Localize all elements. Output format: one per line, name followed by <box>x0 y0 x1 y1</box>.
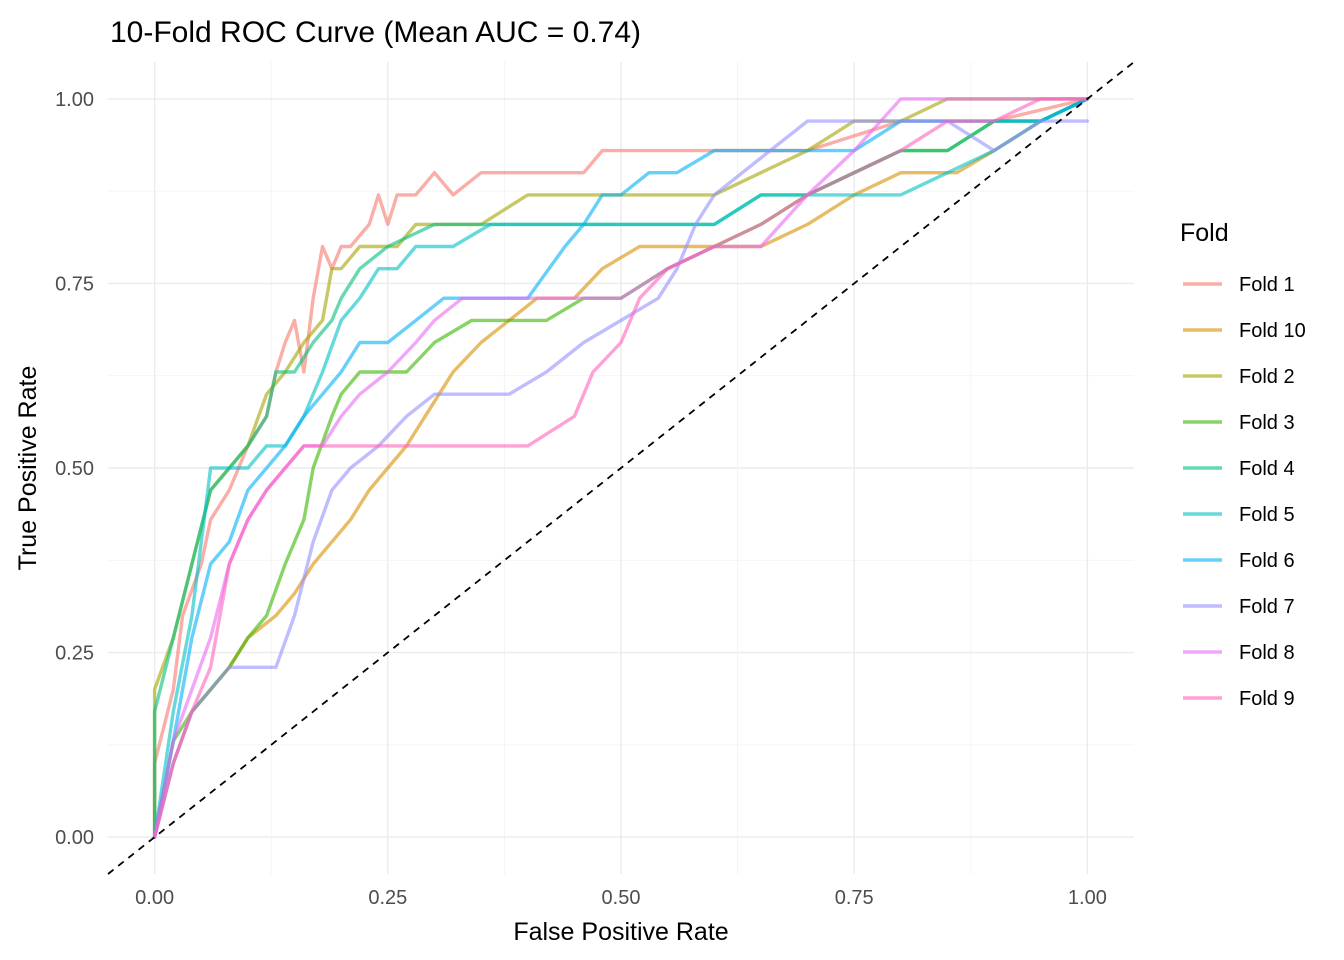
y-axis-ticks: 0.00 0.25 0.50 0.75 1.00 <box>55 89 94 849</box>
legend-label-fold-5: Fold 5 <box>1239 504 1295 526</box>
legend-label-fold-9: Fold 9 <box>1239 688 1295 710</box>
legend-title: Fold <box>1180 219 1229 247</box>
series-layer <box>152 97 1090 839</box>
y-tick-label: 0.00 <box>55 827 94 849</box>
legend-label-fold-7: Fold 7 <box>1239 596 1295 618</box>
series-line-fold-1 <box>152 97 1090 839</box>
x-axis-title: False Positive Rate <box>513 918 728 946</box>
y-tick-label: 0.25 <box>55 643 94 665</box>
legend-label-fold-10: Fold 10 <box>1239 320 1306 342</box>
chart-title: 10-Fold ROC Curve (Mean AUC = 0.74) <box>110 16 641 49</box>
reference-line-layer <box>107 61 1135 875</box>
legend-label-fold-3: Fold 3 <box>1239 412 1295 434</box>
x-tick-label: 0.75 <box>835 887 874 909</box>
x-tick-label: 0.00 <box>135 887 174 909</box>
y-tick-label: 0.75 <box>55 273 94 295</box>
x-axis-ticks: 0.00 0.25 0.50 0.75 1.00 <box>135 887 1107 909</box>
legend-label-fold-1: Fold 1 <box>1239 274 1295 296</box>
legend-label-fold-4: Fold 4 <box>1239 458 1295 480</box>
y-tick-label: 1.00 <box>55 89 94 111</box>
legend-label-fold-2: Fold 2 <box>1239 366 1295 388</box>
y-axis-title: True Positive Rate <box>14 366 42 571</box>
x-tick-label: 0.50 <box>602 887 641 909</box>
legend-label-fold-6: Fold 6 <box>1239 550 1295 572</box>
y-tick-label: 0.50 <box>55 458 94 480</box>
series-line-fold-9 <box>152 97 1090 839</box>
x-tick-label: 0.25 <box>368 887 407 909</box>
series-line-fold-7 <box>152 119 1090 839</box>
series-line-fold-5 <box>152 97 1090 839</box>
x-tick-label: 1.00 <box>1068 887 1107 909</box>
legend: Fold Fold 1 Fold 10 Fold 2 Fold 3 Fold 4 Fold… <box>1180 219 1306 710</box>
legend-label-fold-8: Fold 8 <box>1239 642 1295 664</box>
reference-diagonal-line <box>107 61 1135 875</box>
grid <box>108 62 1134 874</box>
